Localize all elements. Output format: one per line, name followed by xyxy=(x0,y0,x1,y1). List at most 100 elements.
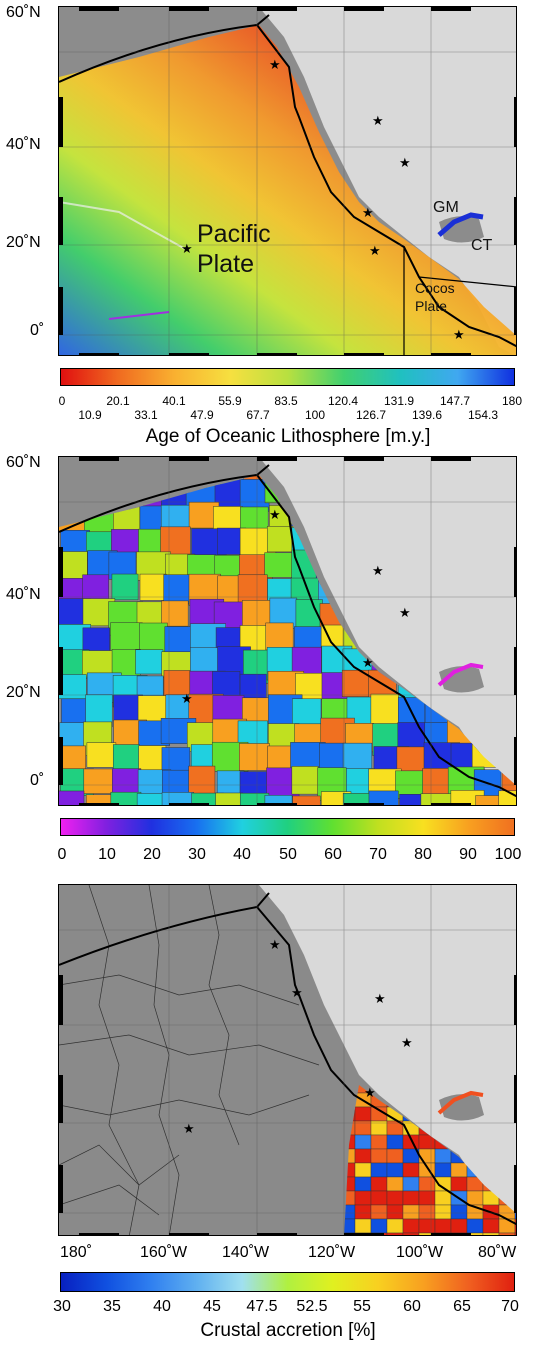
mosaic-cell xyxy=(110,622,143,654)
pacific-plate-label: Pacific Plate xyxy=(197,220,271,278)
mosaic-cell xyxy=(402,1190,420,1206)
tick: 70 xyxy=(501,1298,519,1315)
mosaic-cell xyxy=(83,768,113,794)
lon-label: 140˚W xyxy=(222,1244,270,1261)
mosaic-cell xyxy=(402,1176,420,1192)
mosaic-cell xyxy=(239,743,270,771)
mosaic-cell xyxy=(386,1218,404,1234)
tick: 0 xyxy=(58,394,66,408)
lat-label-60n: 60˚N xyxy=(6,4,41,21)
svg-text:★: ★ xyxy=(362,655,374,670)
lat-label-20n: 20˚N xyxy=(6,234,41,251)
tick: 33.1 xyxy=(134,408,158,422)
mosaic-cell xyxy=(59,790,85,805)
mosaic-cell xyxy=(370,1162,388,1178)
station-markers-3: ★ ★ ★ ★ ★ ★ xyxy=(183,937,413,1136)
mosaic-cell xyxy=(354,1148,372,1164)
mosaic-cell xyxy=(216,770,245,796)
tick: 180 xyxy=(501,394,523,408)
mosaic-cell xyxy=(136,793,165,805)
accretion-map-panel: ★ ★ ★ ★ ★ ★ xyxy=(58,884,517,1236)
percent-map: ★ ★ ★ ★ ★ xyxy=(59,457,516,805)
mosaic-cell xyxy=(215,792,243,805)
svg-text:★: ★ xyxy=(364,1085,376,1100)
mosaic-cell xyxy=(160,504,191,530)
svg-text:★: ★ xyxy=(183,1121,195,1136)
mosaic-cell xyxy=(161,600,189,627)
mosaic-cell xyxy=(292,795,321,805)
mosaic-cell xyxy=(450,1162,468,1178)
lat-label-20n-2: 20˚N xyxy=(6,684,41,701)
tick: 60 xyxy=(403,1298,421,1315)
lat-label-0-2: 0˚ xyxy=(30,772,45,789)
tick: 10.9 xyxy=(78,408,102,422)
percent-colorbar xyxy=(60,818,515,836)
mosaic-cell xyxy=(370,1218,388,1234)
mosaic-cell xyxy=(386,1148,404,1164)
mosaic-cell xyxy=(395,770,424,799)
mosaic-cell xyxy=(498,1232,516,1235)
mosaic-cell xyxy=(163,574,193,604)
mosaic-cell xyxy=(161,792,195,805)
tick: 47.5 xyxy=(246,1298,278,1315)
mosaic-cell xyxy=(418,1190,436,1206)
mosaic-cell xyxy=(418,1148,436,1164)
mosaic-cell xyxy=(434,1162,452,1178)
mosaic-cell xyxy=(475,795,504,805)
mosaic-cell xyxy=(85,794,115,805)
tick: 120.4 xyxy=(327,394,359,408)
tick: 52.5 xyxy=(296,1298,328,1315)
accretion-map: ★ ★ ★ ★ ★ ★ xyxy=(59,885,516,1235)
mosaic-cell xyxy=(370,1190,388,1206)
mosaic-cell xyxy=(370,1148,388,1164)
mosaic-cell xyxy=(402,1218,420,1234)
mosaic-cell xyxy=(370,1176,388,1192)
tick: 10 xyxy=(98,846,116,863)
mosaic-cell xyxy=(354,1218,372,1234)
mosaic-cell xyxy=(450,1204,468,1220)
tick: 55 xyxy=(353,1298,371,1315)
svg-text:★: ★ xyxy=(453,327,465,342)
cocos-plate-label: Cocos Plate xyxy=(415,280,455,314)
tick: 83.5 xyxy=(274,394,298,408)
svg-text:★: ★ xyxy=(369,243,381,258)
tick: 20.1 xyxy=(106,394,130,408)
tick: 147.7 xyxy=(439,394,471,408)
mosaic-cell xyxy=(450,1176,468,1192)
mosaic-cell xyxy=(418,1204,436,1220)
mosaic-cell xyxy=(354,1232,372,1235)
mosaic-cell xyxy=(434,1204,452,1220)
mosaic-cell xyxy=(354,1106,372,1122)
mosaic-cell xyxy=(354,1162,372,1178)
mosaic-cell xyxy=(111,573,139,601)
tick: 30 xyxy=(53,1298,71,1315)
mosaic-cell xyxy=(420,793,454,805)
accretion-colorbar xyxy=(60,1272,515,1292)
mosaic-cell xyxy=(368,790,399,805)
tick: 131.9 xyxy=(383,394,415,408)
tick: 40.1 xyxy=(162,394,186,408)
svg-text:★: ★ xyxy=(372,113,384,128)
mosaic-cell xyxy=(82,650,114,678)
gm-label: GM xyxy=(433,199,459,216)
percent-map-panel: ★ ★ ★ ★ ★ xyxy=(58,456,517,806)
mosaic-cell xyxy=(239,792,270,805)
accretion-colorbar-title: Crustal accretion [%] xyxy=(200,1320,376,1341)
svg-text:★: ★ xyxy=(269,507,281,522)
station-markers: ★ ★ ★ ★ ★ ★ ★ xyxy=(181,57,465,342)
mosaic-cell xyxy=(482,1232,500,1235)
mosaic-cell xyxy=(399,794,436,805)
mosaic-cell xyxy=(434,1232,452,1235)
lat-label-0: 0˚ xyxy=(30,322,45,339)
svg-text:★: ★ xyxy=(362,205,374,220)
lon-label: 160˚W xyxy=(140,1244,188,1261)
mosaic-cell xyxy=(450,1232,468,1235)
mosaic-cell xyxy=(482,1218,500,1234)
tick: 90 xyxy=(459,846,477,863)
lon-label: 120˚W xyxy=(308,1244,356,1261)
tick: 60 xyxy=(324,846,342,863)
lat-label-40n: 40˚N xyxy=(6,136,41,153)
mosaic-cell xyxy=(291,766,319,795)
age-colorbar xyxy=(60,368,515,386)
lon-label: 80˚W xyxy=(478,1244,517,1261)
